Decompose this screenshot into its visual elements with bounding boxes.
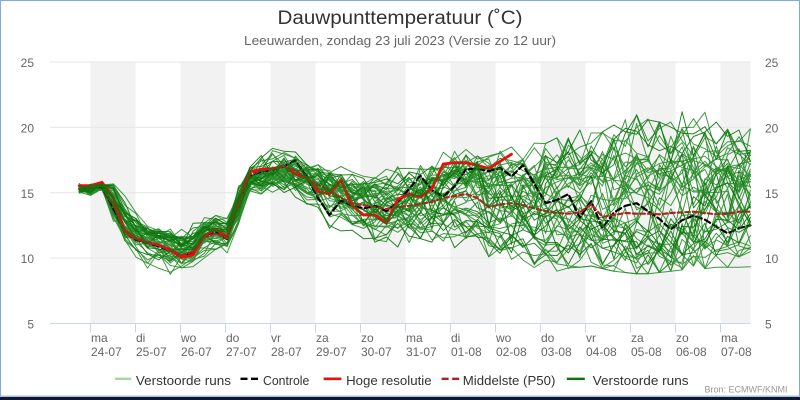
svg-text:zo: zo [361, 331, 374, 345]
svg-text:25-07: 25-07 [136, 345, 167, 359]
svg-text:vr: vr [586, 331, 596, 345]
svg-text:07-08: 07-08 [721, 345, 752, 359]
svg-text:ma: ma [91, 331, 108, 345]
svg-text:31-07: 31-07 [406, 345, 437, 359]
svg-text:Leeuwarden, zondag 23 juli 202: Leeuwarden, zondag 23 juli 2023 (Versie … [244, 33, 556, 48]
svg-text:Verstoorde runs: Verstoorde runs [136, 373, 232, 388]
svg-text:24-07: 24-07 [91, 345, 122, 359]
svg-text:Controle: Controle [263, 373, 309, 388]
svg-text:5: 5 [27, 318, 34, 332]
svg-text:03-08: 03-08 [541, 345, 572, 359]
svg-text:25: 25 [765, 56, 779, 70]
svg-text:ma: ma [406, 331, 423, 345]
svg-text:28-07: 28-07 [271, 345, 302, 359]
svg-text:Bron: ECMWF/KNMI: Bron: ECMWF/KNMI [705, 385, 788, 396]
svg-text:vr: vr [271, 331, 281, 345]
svg-text:za: za [316, 331, 329, 345]
svg-text:za: za [631, 331, 644, 345]
svg-text:ma: ma [721, 331, 738, 345]
svg-text:Hoge resolutie: Hoge resolutie [346, 373, 432, 388]
svg-text:di: di [451, 331, 460, 345]
svg-text:zo: zo [676, 331, 689, 345]
svg-text:06-08: 06-08 [676, 345, 707, 359]
svg-text:02-08: 02-08 [496, 345, 527, 359]
svg-text:20: 20 [765, 121, 779, 135]
svg-text:10: 10 [765, 252, 779, 266]
svg-text:10: 10 [21, 252, 35, 266]
svg-text:04-08: 04-08 [586, 345, 617, 359]
svg-text:5: 5 [765, 318, 772, 332]
svg-text:do: do [541, 331, 555, 345]
svg-text:Middelste (P50): Middelste (P50) [463, 373, 556, 388]
svg-text:25: 25 [21, 56, 35, 70]
svg-text:27-07: 27-07 [226, 345, 257, 359]
svg-text:Dauwpunttemperatuur (˚C): Dauwpunttemperatuur (˚C) [278, 8, 523, 29]
svg-text:do: do [226, 331, 240, 345]
svg-text:26-07: 26-07 [181, 345, 212, 359]
svg-text:Verstoorde runs: Verstoorde runs [593, 373, 689, 388]
svg-text:di: di [136, 331, 145, 345]
svg-text:15: 15 [21, 187, 35, 201]
svg-text:05-08: 05-08 [631, 345, 662, 359]
svg-text:01-08: 01-08 [451, 345, 482, 359]
svg-text:wo: wo [495, 331, 512, 345]
svg-text:29-07: 29-07 [316, 345, 347, 359]
svg-text:wo: wo [180, 331, 197, 345]
svg-text:30-07: 30-07 [361, 345, 392, 359]
svg-text:20: 20 [21, 121, 35, 135]
svg-text:15: 15 [765, 187, 779, 201]
